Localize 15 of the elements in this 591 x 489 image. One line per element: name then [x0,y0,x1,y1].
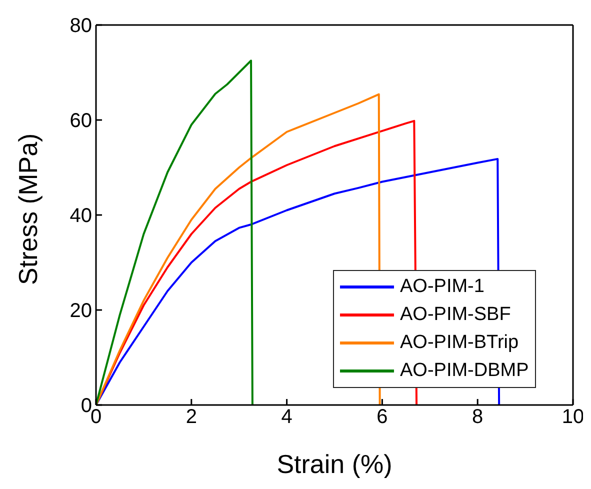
y-axis-title: Stress (MPa) [13,133,44,285]
legend-label: AO-PIM-1 [400,276,484,298]
y-tick-label: 60 [70,110,92,132]
y-tick-label: 40 [70,205,92,228]
legend-label: AO-PIM-DBMP [400,360,529,382]
y-tick-label: 20 [70,300,92,322]
line-series [96,60,254,405]
x-tick-label: 2 [186,406,197,428]
y-tick-label: 80 [70,15,92,38]
legend-label: AO-PIM-BTrip [400,332,519,354]
x-tick-label: 10 [562,406,584,428]
x-tick-label: 4 [281,406,292,428]
x-tick-label: 8 [472,406,484,428]
legend-label: AO-PIM-SBF [400,304,511,326]
x-tick-label: 6 [376,406,388,428]
